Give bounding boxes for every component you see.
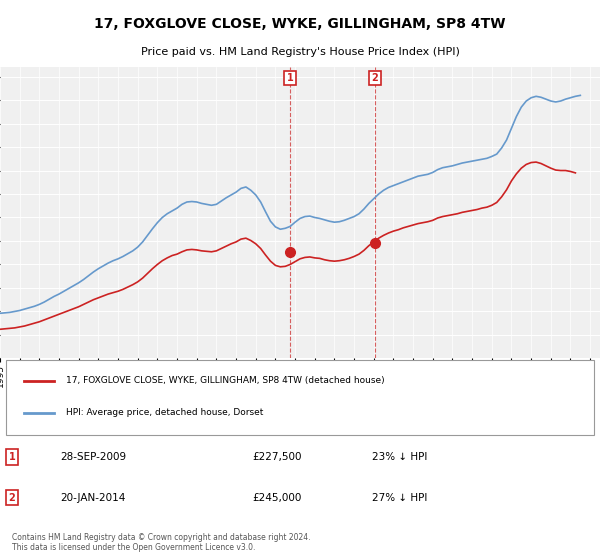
Text: 27% ↓ HPI: 27% ↓ HPI <box>372 492 427 502</box>
Text: 17, FOXGLOVE CLOSE, WYKE, GILLINGHAM, SP8 4TW: 17, FOXGLOVE CLOSE, WYKE, GILLINGHAM, SP… <box>94 17 506 31</box>
Text: HPI: Average price, detached house, Dorset: HPI: Average price, detached house, Dors… <box>66 408 263 417</box>
FancyBboxPatch shape <box>6 361 594 435</box>
Text: 2: 2 <box>371 73 378 83</box>
Text: 2: 2 <box>8 492 16 502</box>
Text: 20-JAN-2014: 20-JAN-2014 <box>60 492 125 502</box>
Text: 1: 1 <box>8 452 16 462</box>
Text: 23% ↓ HPI: 23% ↓ HPI <box>372 452 427 462</box>
Text: 1: 1 <box>287 73 293 83</box>
Text: 17, FOXGLOVE CLOSE, WYKE, GILLINGHAM, SP8 4TW (detached house): 17, FOXGLOVE CLOSE, WYKE, GILLINGHAM, SP… <box>66 376 385 385</box>
Text: Contains HM Land Registry data © Crown copyright and database right 2024.
This d: Contains HM Land Registry data © Crown c… <box>12 533 311 552</box>
Text: £227,500: £227,500 <box>252 452 302 462</box>
Text: Price paid vs. HM Land Registry's House Price Index (HPI): Price paid vs. HM Land Registry's House … <box>140 47 460 57</box>
Text: 28-SEP-2009: 28-SEP-2009 <box>60 452 126 462</box>
Text: £245,000: £245,000 <box>252 492 301 502</box>
